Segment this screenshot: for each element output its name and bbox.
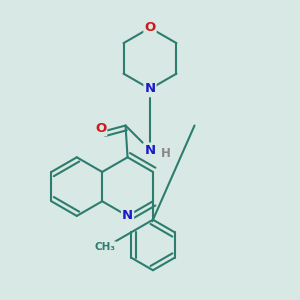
Text: N: N xyxy=(122,209,133,222)
Text: N: N xyxy=(144,82,156,95)
Text: CH₃: CH₃ xyxy=(95,242,116,252)
Text: O: O xyxy=(95,122,106,135)
Text: N: N xyxy=(144,143,156,157)
Text: O: O xyxy=(144,21,156,34)
Text: H: H xyxy=(160,147,170,160)
